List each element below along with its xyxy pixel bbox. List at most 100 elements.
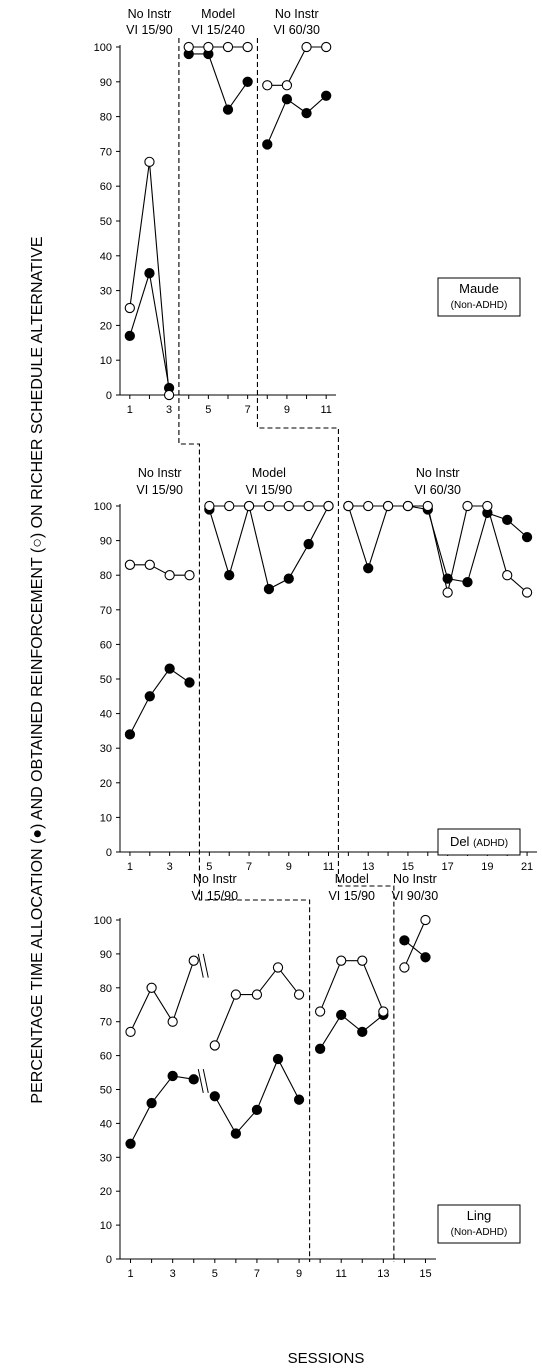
y-tick-label: 60 (100, 181, 112, 193)
phase-condition-label: VI 15/90 (246, 483, 293, 497)
obtained-reinforcement-point (209, 1040, 220, 1051)
series-line (319, 960, 384, 1012)
obtained-reinforcement-point (183, 41, 194, 53)
participant-box (437, 1204, 521, 1244)
obtained-reinforcement-point (502, 570, 513, 581)
time-allocation-point (164, 663, 175, 674)
y-tick-label: 10 (100, 355, 112, 367)
obtained-reinforcement-point (382, 500, 394, 512)
x-tick-label: 3 (166, 404, 172, 416)
phase-label: Model (201, 7, 235, 21)
obtained-reinforcement-point (420, 914, 431, 926)
time-allocation-point (521, 531, 533, 543)
obtained-reinforcement-point (262, 80, 273, 91)
time-allocation-series (124, 500, 533, 740)
series-line (319, 1014, 384, 1050)
time-allocation-point (336, 1009, 347, 1021)
y-tick-label: 0 (106, 847, 112, 859)
time-allocation-point (262, 139, 273, 150)
obtained-reinforcement-point (482, 500, 493, 512)
time-allocation-point (188, 1074, 199, 1085)
participant-box (437, 828, 521, 856)
phase-condition-label: VI 60/30 (414, 483, 461, 497)
time-allocation-series (124, 48, 332, 394)
x-tick-label: 5 (206, 861, 212, 873)
phase-label: Model (252, 466, 286, 480)
time-allocation-point (146, 1097, 157, 1109)
obtained-reinforcement-point (343, 500, 354, 512)
time-allocation-point (399, 935, 410, 946)
obtained-reinforcement-point (314, 1006, 326, 1017)
y-tick-label: 20 (100, 320, 112, 332)
x-tick-label: 5 (205, 404, 211, 416)
x-tick-label: 9 (286, 861, 292, 873)
time-allocation-point (420, 952, 431, 963)
phase-condition-label: VI 15/90 (126, 23, 173, 37)
series-line (129, 667, 190, 735)
time-allocation-point (184, 677, 195, 688)
y-tick-label: 70 (100, 146, 112, 158)
y-tick-label: 10 (100, 812, 112, 824)
series-line (347, 505, 528, 583)
time-allocation-point (144, 268, 155, 279)
y-tick-label: 100 (94, 42, 112, 54)
time-allocation-point (301, 107, 312, 119)
obtained-reinforcement-point (204, 500, 215, 512)
participant-name: Del (ADHD) (450, 834, 508, 849)
obtained-reinforcement-point (222, 41, 234, 53)
obtained-reinforcement-point (283, 500, 294, 512)
phase-change-line (256, 38, 395, 1262)
y-tick-label: 10 (100, 1220, 112, 1232)
x-tick-label: 21 (521, 861, 533, 873)
obtained-reinforcement-point (124, 559, 136, 570)
obtained-reinforcement-point (251, 989, 263, 1000)
phase-condition-label: VI 15/240 (191, 23, 245, 37)
time-allocation-point (357, 1026, 368, 1038)
x-axis-label: SESSIONS (288, 1350, 365, 1367)
series-line (214, 1057, 300, 1135)
obtained-reinforcement-point (272, 962, 284, 973)
obtained-reinforcement-series (124, 41, 332, 401)
phase-label: No Instr (193, 872, 237, 886)
x-tick-label: 7 (246, 861, 252, 873)
x-tick-label: 11 (335, 1268, 346, 1280)
x-tick-label: 7 (245, 404, 251, 416)
y-tick-label: 80 (100, 112, 112, 124)
obtained-reinforcement-point (357, 955, 368, 966)
obtained-reinforcement-point (146, 982, 157, 993)
obtained-reinforcement-point (521, 587, 533, 598)
time-allocation-point (272, 1053, 284, 1065)
x-tick-label: 1 (127, 861, 133, 873)
y-tick-label: 90 (100, 77, 112, 89)
obtained-reinforcement-point (243, 500, 255, 512)
y-tick-label: 100 (94, 501, 112, 513)
obtained-reinforcement-point (422, 500, 433, 512)
phase-condition-label: VI 15/90 (192, 889, 239, 903)
phase-change-line (178, 38, 311, 1262)
phase-condition-label: VI 15/90 (136, 483, 183, 497)
y-tick-label: 80 (100, 570, 112, 582)
obtained-reinforcement-point (321, 41, 332, 53)
y-tick-label: 0 (106, 1254, 112, 1266)
obtained-reinforcement-point (230, 989, 242, 1000)
series-line (267, 46, 327, 86)
time-allocation-point (251, 1104, 263, 1115)
panel-maude: 0 10 20 30 40 50 60 70 80 90 100 1 3 5 7 9 11 No Instr VI … (94, 7, 521, 416)
phase-condition-label: VI 15/90 (328, 889, 375, 903)
time-allocation-point (167, 1070, 178, 1082)
x-tick-label: 7 (254, 1268, 260, 1280)
obtained-reinforcement-point (125, 1026, 136, 1038)
time-allocation-point (462, 576, 473, 588)
y-tick-label: 30 (100, 743, 112, 755)
participant-name: Maude (459, 281, 499, 296)
time-allocation-point (224, 570, 235, 581)
time-allocation-series (125, 935, 431, 1149)
participant-box (437, 277, 521, 317)
y-tick-label: 40 (100, 1118, 112, 1130)
y-tick-label: 40 (100, 709, 112, 721)
x-tick-label: 15 (419, 1268, 431, 1280)
obtained-reinforcement-point (378, 1006, 389, 1017)
obtained-reinforcement-point (144, 559, 155, 570)
